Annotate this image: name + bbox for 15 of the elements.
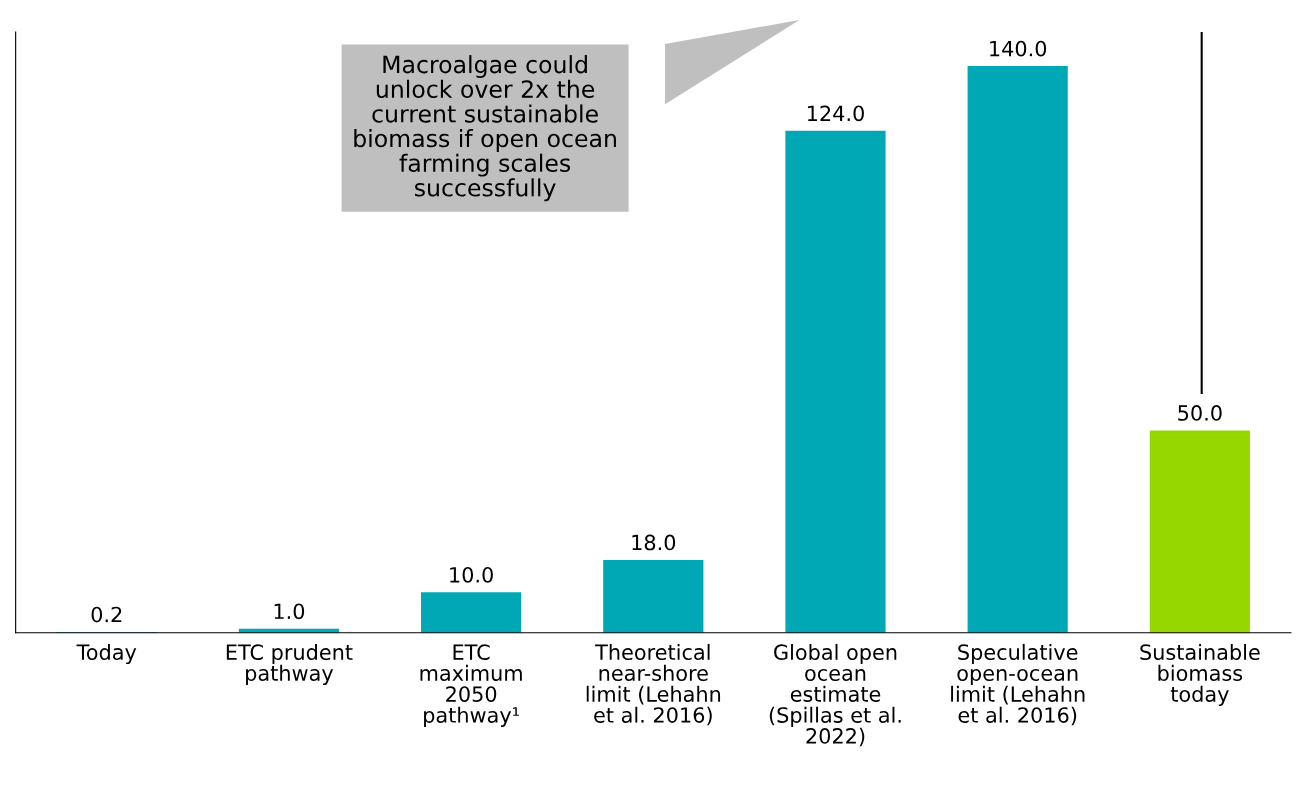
data-label: 18.0 (632, 534, 676, 551)
x-tick-label: ETC prudent pathway (226, 643, 353, 686)
x-tick-label: Theoretical near-shore limit (Lehahn et al. 2016) (586, 643, 721, 726)
data-label: 140.0 (990, 40, 1047, 57)
x-tick-label: ETC maximum 2050 pathway¹ (420, 644, 522, 727)
x-tick-label: Today (76, 643, 137, 665)
data-label: 124.0 (807, 105, 864, 122)
data-label: 0.2 (91, 606, 122, 623)
data-label: 1.0 (274, 603, 305, 620)
data-label: 10.0 (450, 566, 493, 583)
x-tick-label: Sustainable biomass today (1140, 643, 1260, 706)
annotation: Macroalgae could unlock over 2x the current sustainable biomass if open ocean farming scales successfully (354, 55, 616, 202)
x-tick-label: Global open ocean estimate (Spillas et al. 2022) (769, 643, 901, 747)
x-tick-label: Speculative open-ocean limit (Lehahn et al. 2016) (951, 643, 1085, 726)
data-label: 50.0 (1178, 405, 1222, 421)
